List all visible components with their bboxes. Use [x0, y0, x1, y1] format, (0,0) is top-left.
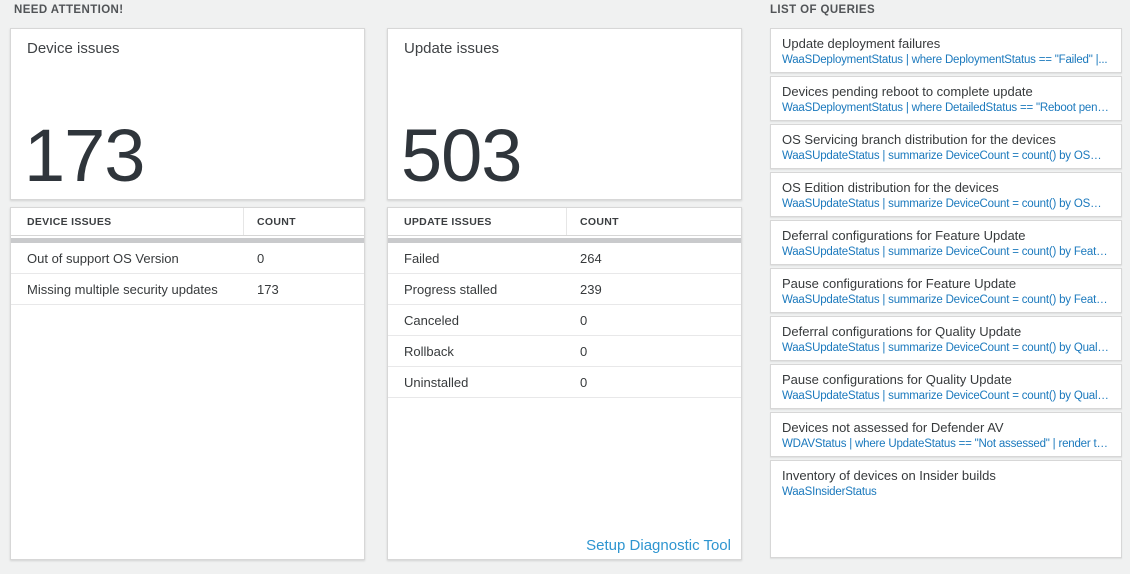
- setup-diagnostic-tool-link[interactable]: Setup Diagnostic Tool: [586, 537, 731, 554]
- issue-label: Canceled: [404, 312, 459, 328]
- device-issues-table: DEVICE ISSUES COUNT Out of support OS Ve…: [10, 207, 365, 560]
- query-item[interactable]: OS Servicing branch distribution for the…: [770, 124, 1122, 169]
- query-text: WaaSDeploymentStatus | where DetailedSta…: [782, 102, 1109, 114]
- query-text: WaaSInsiderStatus: [782, 486, 877, 498]
- issue-count: 0: [580, 374, 588, 390]
- update-issues-table: UPDATE ISSUES COUNT Failed 264 Progress …: [387, 207, 742, 560]
- table-row[interactable]: Canceled 0: [388, 305, 741, 336]
- query-text: WDAVStatus | where UpdateStatus == "Not …: [782, 438, 1109, 450]
- issue-label: Rollback: [404, 343, 454, 359]
- issue-count: 239: [580, 281, 602, 297]
- query-title: Pause configurations for Quality Update: [782, 372, 1012, 387]
- issue-count: 0: [580, 312, 588, 328]
- query-text: WaaSUpdateStatus | summarize DeviceCount…: [782, 342, 1109, 354]
- issue-count: 0: [580, 343, 588, 359]
- issue-label: Missing multiple security updates: [27, 281, 218, 297]
- query-title: Update deployment failures: [782, 36, 941, 51]
- query-text: WaaSUpdateStatus | summarize DeviceCount…: [782, 294, 1109, 306]
- table-row[interactable]: Progress stalled 239: [388, 274, 741, 305]
- update-issues-count: 503: [401, 114, 522, 197]
- device-issues-title: Device issues: [27, 40, 120, 57]
- device-table-header: DEVICE ISSUES COUNT: [11, 208, 364, 236]
- need-attention-heading: NEED ATTENTION!: [14, 4, 124, 16]
- query-title: Devices not assessed for Defender AV: [782, 420, 1004, 435]
- query-title: OS Servicing branch distribution for the…: [782, 132, 1056, 147]
- issue-label: Out of support OS Version: [27, 250, 179, 266]
- update-issues-card[interactable]: Update issues 503: [387, 28, 742, 200]
- list-of-queries-heading: LIST OF QUERIES: [770, 4, 876, 16]
- query-title: Pause configurations for Feature Update: [782, 276, 1017, 291]
- query-title: Deferral configurations for Feature Upda…: [782, 228, 1026, 243]
- device-issues-card[interactable]: Device issues 173: [10, 28, 365, 200]
- query-item[interactable]: Deferral configurations for Feature Upda…: [770, 220, 1122, 265]
- issue-label: Failed: [404, 250, 440, 266]
- issue-label: Uninstalled: [404, 374, 469, 390]
- count-column-header: COUNT: [257, 215, 296, 228]
- query-text: WaaSUpdateStatus | summarize DeviceCount…: [782, 150, 1109, 162]
- issue-count: 264: [580, 250, 602, 266]
- query-item[interactable]: OS Edition distribution for the devices …: [770, 172, 1122, 217]
- query-item[interactable]: Deferral configurations for Quality Upda…: [770, 316, 1122, 361]
- table-row[interactable]: Uninstalled 0: [388, 367, 741, 398]
- query-text: WaaSUpdateStatus | summarize DeviceCount…: [782, 198, 1109, 210]
- query-item[interactable]: Devices pending reboot to complete updat…: [770, 76, 1122, 121]
- query-title: Deferral configurations for Quality Upda…: [782, 324, 1022, 339]
- table-scrollbar[interactable]: [388, 238, 741, 243]
- issue-label: Progress stalled: [404, 281, 498, 297]
- queries-panel: Update deployment failures WaaSDeploymen…: [770, 28, 1122, 558]
- table-row[interactable]: Rollback 0: [388, 336, 741, 367]
- update-issues-title: Update issues: [404, 40, 500, 57]
- device-issues-column-header: DEVICE ISSUES: [11, 208, 244, 235]
- issue-count: 173: [257, 281, 279, 297]
- table-row[interactable]: Failed 264: [388, 243, 741, 274]
- query-title: OS Edition distribution for the devices: [782, 180, 999, 195]
- query-item[interactable]: Inventory of devices on Insider builds W…: [770, 460, 1122, 558]
- update-table-header: UPDATE ISSUES COUNT: [388, 208, 741, 236]
- device-issues-count: 173: [24, 114, 145, 197]
- count-column-header: COUNT: [580, 215, 619, 228]
- update-issues-column-header: UPDATE ISSUES: [388, 208, 567, 235]
- table-row[interactable]: Out of support OS Version 0: [11, 243, 364, 274]
- query-item[interactable]: Update deployment failures WaaSDeploymen…: [770, 28, 1122, 73]
- query-title: Devices pending reboot to complete updat…: [782, 84, 1033, 99]
- table-scrollbar[interactable]: [11, 238, 364, 243]
- query-text: WaaSUpdateStatus | summarize DeviceCount…: [782, 390, 1109, 402]
- table-row[interactable]: Missing multiple security updates 173: [11, 274, 364, 305]
- query-item[interactable]: Pause configurations for Feature Update …: [770, 268, 1122, 313]
- issue-count: 0: [257, 250, 265, 266]
- query-text: WaaSUpdateStatus | summarize DeviceCount…: [782, 246, 1109, 258]
- query-title: Inventory of devices on Insider builds: [782, 468, 996, 483]
- query-item[interactable]: Devices not assessed for Defender AV WDA…: [770, 412, 1122, 457]
- query-item[interactable]: Pause configurations for Quality Update …: [770, 364, 1122, 409]
- query-text: WaaSDeploymentStatus | where DeploymentS…: [782, 54, 1108, 66]
